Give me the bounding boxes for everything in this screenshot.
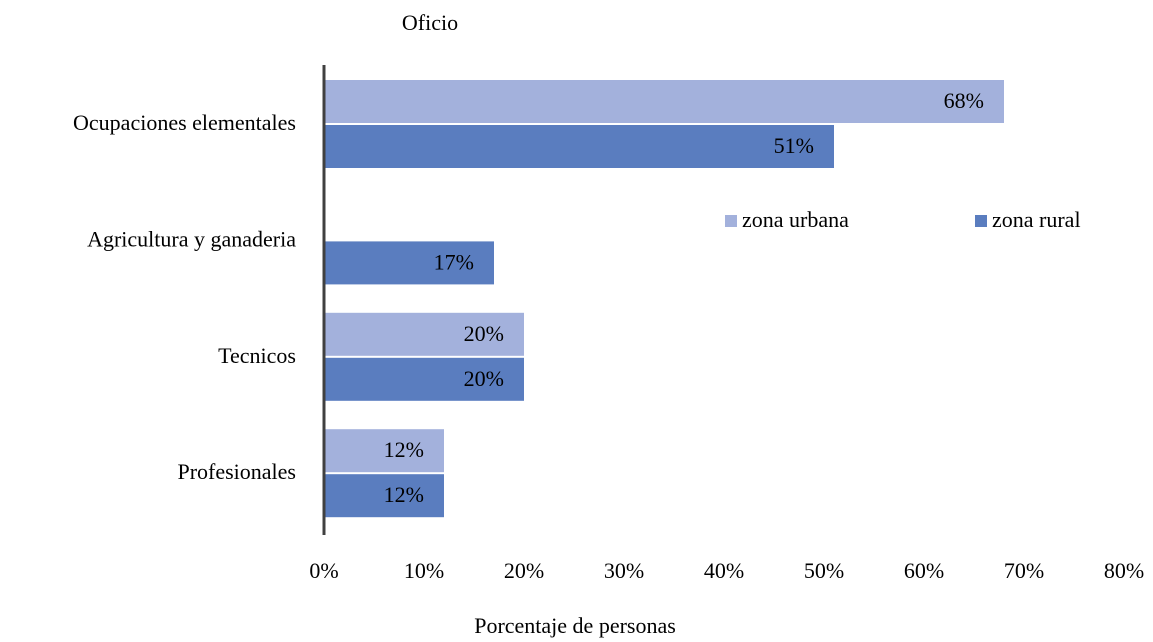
data-label: 51% xyxy=(774,133,814,158)
legend-swatch xyxy=(725,215,737,227)
bar xyxy=(324,357,524,401)
x-tick-label: 10% xyxy=(404,558,444,583)
y-tick-label: Ocupaciones elementales xyxy=(73,110,296,135)
y-tick-label: Profesionales xyxy=(177,459,296,484)
legend-swatch xyxy=(975,215,987,227)
x-tick-label: 30% xyxy=(604,558,644,583)
x-tick-label: 50% xyxy=(804,558,844,583)
x-tick-label: 40% xyxy=(704,558,744,583)
legend-label: zona rural xyxy=(992,207,1081,232)
x-tick-label: 80% xyxy=(1104,558,1144,583)
bar xyxy=(324,125,834,168)
data-label: 12% xyxy=(384,482,424,507)
bar xyxy=(324,80,1004,123)
chart-title: Oficio xyxy=(402,10,458,35)
data-label: 20% xyxy=(464,321,504,346)
data-label: 17% xyxy=(434,249,474,274)
bar xyxy=(324,241,494,285)
bar xyxy=(324,474,444,518)
y-tick-label: Tecnicos xyxy=(218,343,296,368)
data-label: 68% xyxy=(944,88,984,113)
bar xyxy=(324,429,444,473)
legend-label: zona urbana xyxy=(742,207,849,232)
x-tick-label: 60% xyxy=(904,558,944,583)
data-label: 20% xyxy=(464,366,504,391)
x-tick-label: 20% xyxy=(504,558,544,583)
data-label: 12% xyxy=(384,437,424,462)
y-tick-label: Agricultura y ganaderia xyxy=(87,226,296,251)
x-tick-label: 0% xyxy=(309,558,338,583)
bar xyxy=(324,312,524,356)
x-tick-label: 70% xyxy=(1004,558,1044,583)
x-axis-label: Porcentaje de personas xyxy=(474,613,676,638)
